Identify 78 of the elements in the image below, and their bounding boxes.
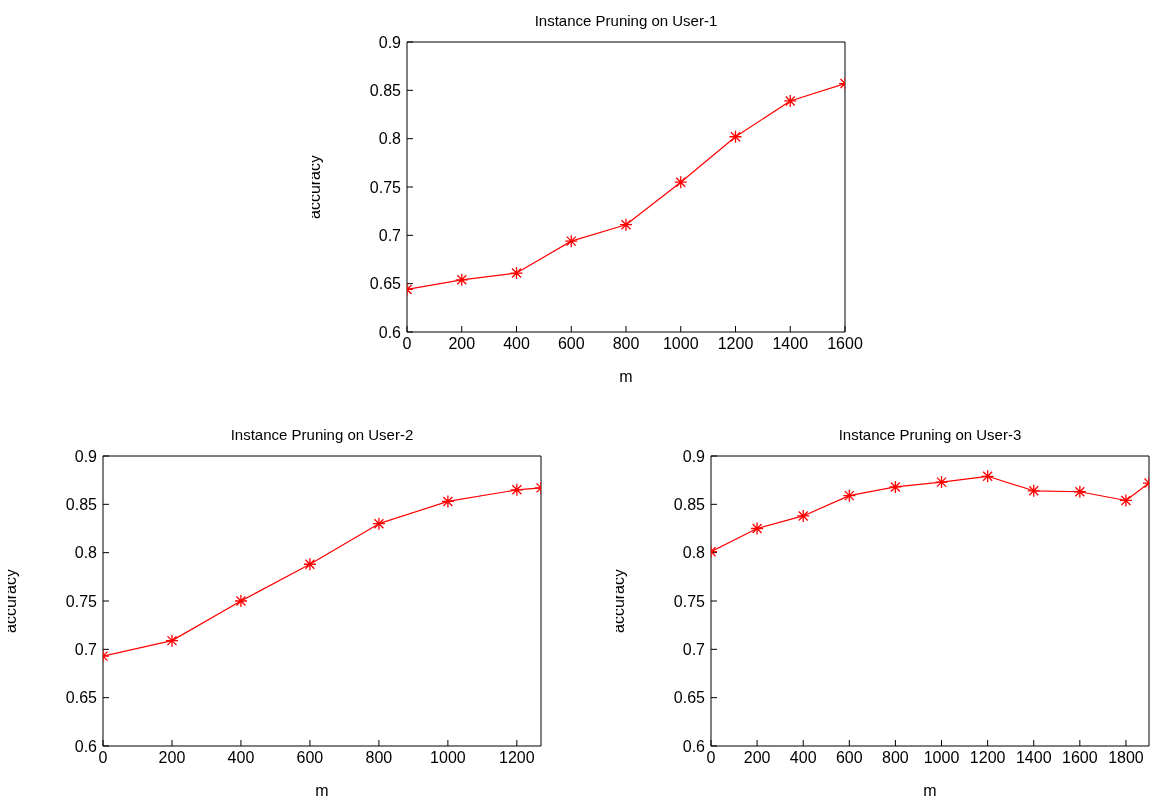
point [842,488,856,503]
y-tick-label: 0.9 [74,447,98,465]
point [674,175,688,189]
y-tick-label: 0.8 [682,544,706,562]
point [165,633,179,648]
y-tick-label: 0.75 [369,178,402,196]
x-tick-label: 0 [98,749,108,767]
y-tick-label: 0.8 [378,130,402,148]
x-tick-label: 200 [448,335,476,353]
x-tick-label: 800 [365,749,393,767]
x-tick-label: 1800 [1108,749,1144,767]
y-tick-label: 0.6 [378,323,402,341]
y-tick-label: 0.6 [682,737,706,755]
x-tick-label: 1600 [1062,749,1098,767]
x-axis-title: m [315,782,329,799]
x-tick-label: 800 [882,749,909,767]
x-tick-label: 1600 [827,335,863,353]
x-tick-label: 1000 [923,749,960,767]
x-tick-label: 400 [227,749,255,767]
point [564,234,578,248]
y-tick-label: 0.9 [682,447,706,465]
x-tick-label: 200 [158,749,186,767]
y-tick-label: 0.65 [673,689,706,707]
point [980,469,995,483]
point [728,130,743,144]
x-tick-label: 1200 [717,335,754,353]
point [510,483,524,497]
y-tick-label: 0.7 [74,641,98,659]
point [783,94,797,108]
chart-title: Instance Pruning on User-1 [533,12,719,29]
x-tick-label: 1000 [662,335,699,353]
point [888,480,903,494]
point [1119,493,1133,508]
y-tick-label: 0.7 [378,227,402,245]
y-tick-label: 0.85 [65,496,98,514]
point [455,273,469,287]
chart-title: Instance Pruning on User-3 [837,426,1023,443]
x-axis-title: m [619,368,633,385]
x-tick-label: 1200 [969,749,1006,767]
x-axis-title: m [923,782,937,799]
y-tick-label: 0.65 [369,275,402,293]
point [234,594,248,608]
x-tick-label: 1400 [772,335,809,353]
y-axis-title: accuracy [1,568,19,634]
y-axis-title: accuracy [305,154,323,220]
y-tick-label: 0.65 [65,689,98,707]
point [750,521,764,536]
y-tick-label: 0.7 [682,641,706,659]
point [303,557,317,571]
point [796,509,810,523]
x-tick-label: 600 [557,335,585,353]
point [441,494,455,509]
x-tick-label: 400 [503,335,530,353]
x-tick-label: 1400 [1015,749,1052,767]
y-tick-label: 0.9 [378,33,402,51]
x-tick-label: 0 [402,335,412,353]
y-tick-label: 0.8 [74,544,98,562]
point [1027,484,1041,498]
x-tick-label: 600 [296,749,324,767]
x-tick-label: 200 [743,749,771,767]
x-tick-label: 400 [789,749,817,767]
point [619,218,633,232]
y-tick-label: 0.75 [65,592,98,610]
y-tick-label: 0.6 [74,737,98,755]
x-tick-label: 1200 [499,749,535,767]
point [509,266,524,280]
x-tick-label: 0 [706,749,716,767]
y-tick-label: 0.85 [673,496,706,514]
chart-title: Instance Pruning on User-2 [229,426,415,443]
y-tick-label: 0.85 [369,82,402,100]
x-tick-label: 1000 [430,749,466,767]
y-tick-label: 0.75 [673,592,706,610]
point [1073,485,1087,499]
point [372,517,386,531]
y-axis-title: accuracy [609,568,627,634]
point [934,475,949,489]
x-tick-label: 600 [835,749,863,767]
x-tick-label: 800 [612,335,640,353]
